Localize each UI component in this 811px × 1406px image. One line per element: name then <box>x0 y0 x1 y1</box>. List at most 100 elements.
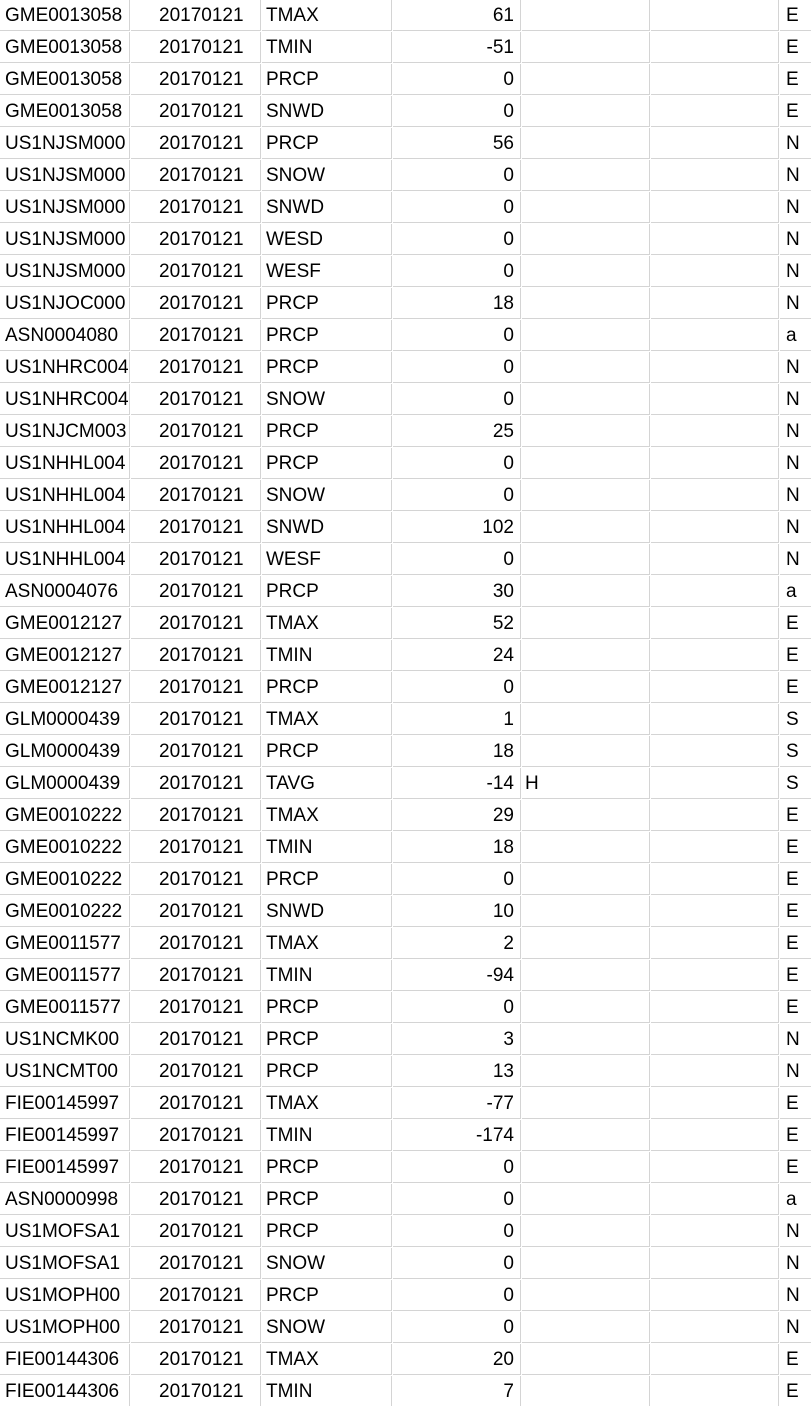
cell-date[interactable]: 20170121 <box>131 480 261 511</box>
cell-q-flag[interactable] <box>651 992 779 1023</box>
cell-q-flag[interactable] <box>651 320 779 351</box>
cell-element[interactable]: PRCP <box>262 416 392 447</box>
cell-date[interactable]: 20170121 <box>131 288 261 319</box>
cell-s-flag[interactable]: N <box>780 1024 811 1055</box>
cell-s-flag[interactable]: E <box>780 1376 811 1406</box>
cell-s-flag[interactable]: E <box>780 96 811 127</box>
cell-station-id[interactable]: US1MOFSA1 <box>0 1216 130 1247</box>
cell-m-flag[interactable] <box>522 160 650 191</box>
cell-element[interactable]: SNOW <box>262 1312 392 1343</box>
cell-s-flag[interactable]: N <box>780 1248 811 1279</box>
cell-m-flag[interactable] <box>522 1280 650 1311</box>
cell-m-flag[interactable] <box>522 416 650 447</box>
cell-station-id[interactable]: US1NJSM000 <box>0 128 130 159</box>
cell-q-flag[interactable] <box>651 352 779 383</box>
cell-station-id[interactable]: US1NHHL004 <box>0 544 130 575</box>
cell-value[interactable]: 10 <box>393 896 521 927</box>
cell-s-flag[interactable]: E <box>780 32 811 63</box>
cell-q-flag[interactable] <box>651 1120 779 1151</box>
cell-date[interactable]: 20170121 <box>131 640 261 671</box>
cell-q-flag[interactable] <box>651 1184 779 1215</box>
cell-station-id[interactable]: ASN0004076 <box>0 576 130 607</box>
cell-m-flag[interactable] <box>522 352 650 383</box>
cell-s-flag[interactable]: E <box>780 928 811 959</box>
cell-s-flag[interactable]: N <box>780 192 811 223</box>
cell-m-flag[interactable] <box>522 576 650 607</box>
cell-value[interactable]: -51 <box>393 32 521 63</box>
cell-m-flag[interactable] <box>522 928 650 959</box>
cell-s-flag[interactable]: E <box>780 64 811 95</box>
cell-date[interactable]: 20170121 <box>131 1248 261 1279</box>
cell-value[interactable]: 18 <box>393 736 521 767</box>
cell-date[interactable]: 20170121 <box>131 544 261 575</box>
cell-value[interactable]: 24 <box>393 640 521 671</box>
cell-element[interactable]: TMIN <box>262 1376 392 1406</box>
cell-m-flag[interactable] <box>522 384 650 415</box>
cell-m-flag[interactable]: H <box>522 768 650 799</box>
cell-q-flag[interactable] <box>651 608 779 639</box>
cell-m-flag[interactable] <box>522 32 650 63</box>
cell-q-flag[interactable] <box>651 960 779 991</box>
cell-value[interactable]: 0 <box>393 96 521 127</box>
cell-date[interactable]: 20170121 <box>131 160 261 191</box>
cell-s-flag[interactable]: E <box>780 608 811 639</box>
cell-date[interactable]: 20170121 <box>131 96 261 127</box>
cell-s-flag[interactable]: E <box>780 1152 811 1183</box>
cell-element[interactable]: PRCP <box>262 1184 392 1215</box>
cell-value[interactable]: -174 <box>393 1120 521 1151</box>
cell-date[interactable]: 20170121 <box>131 1024 261 1055</box>
cell-date[interactable]: 20170121 <box>131 928 261 959</box>
cell-date[interactable]: 20170121 <box>131 0 261 31</box>
cell-date[interactable]: 20170121 <box>131 512 261 543</box>
cell-station-id[interactable]: GME0010222 <box>0 832 130 863</box>
cell-value[interactable]: 61 <box>393 0 521 31</box>
cell-m-flag[interactable] <box>522 672 650 703</box>
cell-m-flag[interactable] <box>522 1120 650 1151</box>
cell-s-flag[interactable]: E <box>780 960 811 991</box>
cell-q-flag[interactable] <box>651 160 779 191</box>
cell-s-flag[interactable]: a <box>780 1184 811 1215</box>
cell-q-flag[interactable] <box>651 832 779 863</box>
cell-date[interactable]: 20170121 <box>131 1216 261 1247</box>
cell-element[interactable]: PRCP <box>262 1216 392 1247</box>
cell-element[interactable]: PRCP <box>262 1024 392 1055</box>
cell-m-flag[interactable] <box>522 320 650 351</box>
cell-station-id[interactable]: US1NCMT00 <box>0 1056 130 1087</box>
cell-s-flag[interactable]: N <box>780 128 811 159</box>
cell-date[interactable]: 20170121 <box>131 1120 261 1151</box>
cell-q-flag[interactable] <box>651 704 779 735</box>
cell-element[interactable]: SNWD <box>262 96 392 127</box>
cell-m-flag[interactable] <box>522 64 650 95</box>
cell-s-flag[interactable]: E <box>780 864 811 895</box>
cell-date[interactable]: 20170121 <box>131 1344 261 1375</box>
cell-date[interactable]: 20170121 <box>131 448 261 479</box>
cell-element[interactable]: TMAX <box>262 800 392 831</box>
cell-q-flag[interactable] <box>651 480 779 511</box>
cell-element[interactable]: PRCP <box>262 320 392 351</box>
cell-s-flag[interactable]: a <box>780 320 811 351</box>
cell-s-flag[interactable]: a <box>780 576 811 607</box>
cell-element[interactable]: TMAX <box>262 0 392 31</box>
cell-value[interactable]: 0 <box>393 352 521 383</box>
cell-value[interactable]: 0 <box>393 480 521 511</box>
cell-m-flag[interactable] <box>522 512 650 543</box>
cell-value[interactable]: 0 <box>393 1184 521 1215</box>
cell-value[interactable]: 0 <box>393 224 521 255</box>
cell-date[interactable]: 20170121 <box>131 736 261 767</box>
cell-element[interactable]: TMIN <box>262 32 392 63</box>
cell-value[interactable]: 56 <box>393 128 521 159</box>
cell-station-id[interactable]: US1NCMK00 <box>0 1024 130 1055</box>
cell-q-flag[interactable] <box>651 1152 779 1183</box>
cell-station-id[interactable]: US1NJOC000 <box>0 288 130 319</box>
cell-station-id[interactable]: US1NJSM000 <box>0 160 130 191</box>
cell-s-flag[interactable]: E <box>780 800 811 831</box>
cell-station-id[interactable]: US1NHRC004 <box>0 384 130 415</box>
cell-q-flag[interactable] <box>651 1056 779 1087</box>
cell-q-flag[interactable] <box>651 0 779 31</box>
cell-m-flag[interactable] <box>522 1152 650 1183</box>
cell-s-flag[interactable]: E <box>780 832 811 863</box>
cell-station-id[interactable]: GME0013058 <box>0 32 130 63</box>
cell-element[interactable]: SNWD <box>262 192 392 223</box>
cell-s-flag[interactable]: N <box>780 1280 811 1311</box>
cell-element[interactable]: TMAX <box>262 1344 392 1375</box>
